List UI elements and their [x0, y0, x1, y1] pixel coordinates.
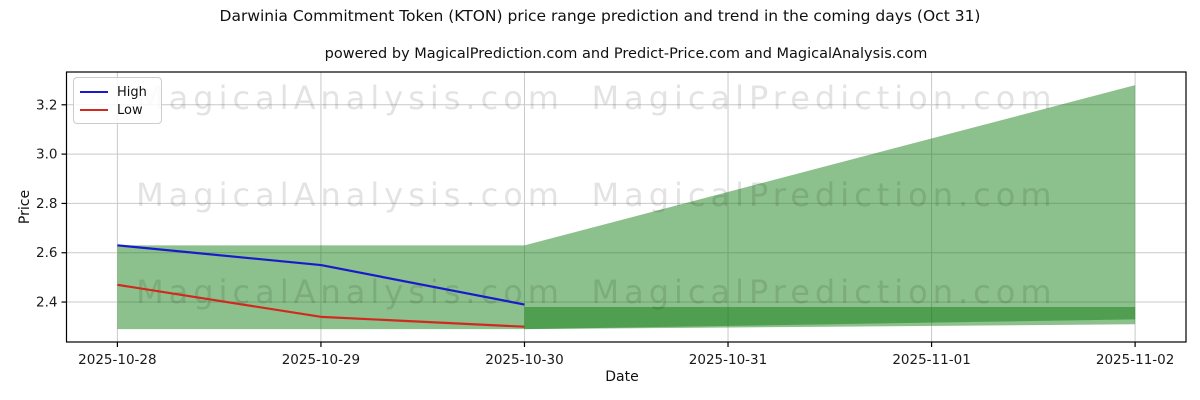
watermarks: MagicalAnalysis.com MagicalPrediction.com…	[136, 79, 1057, 311]
y-tick-labels: 2.4 2.6 2.8 3.0 3.2	[36, 97, 57, 310]
legend-item-low: Low	[80, 104, 153, 117]
high-line-swatch	[80, 91, 108, 93]
legend-label-high: High	[117, 84, 147, 100]
x-tick-label: 2025-11-02	[1096, 352, 1174, 368]
watermark-text: MagicalPrediction.com	[592, 79, 1057, 117]
chart-title: Darwinia Commitment Token (KTON) price r…	[219, 7, 981, 25]
x-tick-label: 2025-10-30	[485, 352, 563, 368]
low-line	[117, 283, 525, 328]
axis-ticks	[61, 104, 1136, 347]
prediction-bands	[117, 85, 1136, 330]
plot-border	[65, 71, 1187, 343]
gridlines	[66, 72, 1186, 342]
legend: High Low	[73, 77, 162, 124]
watermark-text: MagicalPrediction.com	[592, 273, 1057, 311]
y-tick-label: 3.0	[36, 147, 57, 163]
x-tick-labels: 2025-10-28 2025-10-29 2025-10-30 2025-10-31…	[78, 352, 1174, 368]
legend-label-low: Low	[117, 102, 143, 118]
x-tick-label: 2025-10-31	[689, 352, 767, 368]
x-tick-label: 2025-10-29	[282, 352, 360, 368]
high-line	[117, 244, 525, 306]
x-axis-label: Date	[605, 369, 639, 385]
y-tick-label: 2.4	[36, 295, 57, 311]
y-tick-label: 2.6	[36, 245, 57, 261]
y-tick-label: 3.2	[36, 97, 57, 113]
low-line-swatch	[80, 109, 108, 111]
watermark-text: MagicalAnalysis.com	[136, 176, 564, 214]
x-tick-label: 2025-10-28	[78, 352, 156, 368]
watermark-text: MagicalAnalysis.com	[136, 79, 564, 117]
chart-subtitle: powered by MagicalPrediction.com and Pre…	[324, 46, 928, 62]
y-tick-label: 2.8	[36, 196, 57, 212]
watermark-text: MagicalPrediction.com	[592, 176, 1057, 214]
forecast-trend-band	[524, 306, 1136, 330]
legend-item-high: High	[80, 86, 153, 99]
observed-range-band	[117, 245, 525, 330]
x-tick-label: 2025-11-01	[892, 352, 970, 368]
y-axis-label: Price	[17, 189, 33, 225]
watermark-text: MagicalAnalysis.com	[136, 273, 564, 311]
forecast-range-band	[524, 85, 1136, 330]
